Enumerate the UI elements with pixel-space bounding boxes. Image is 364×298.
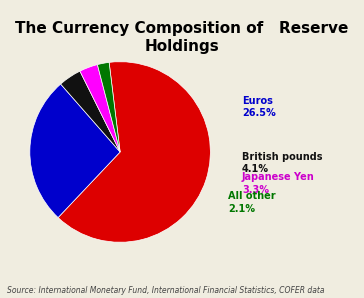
Wedge shape — [30, 84, 120, 218]
Wedge shape — [61, 71, 120, 152]
Text: Euros
26.5%: Euros 26.5% — [242, 96, 276, 118]
Text: Japanese Yen
3.3%: Japanese Yen 3.3% — [242, 172, 315, 195]
Text: All other
2.1%: All other 2.1% — [229, 191, 276, 214]
Text: The Currency Composition of   Reserve
Holdings: The Currency Composition of Reserve Hold… — [15, 21, 349, 55]
Wedge shape — [58, 62, 210, 242]
Text: British pounds
4.1%: British pounds 4.1% — [242, 152, 323, 174]
Text: Source: International Monetary Fund, International Financial Statistics, COFER d: Source: International Monetary Fund, Int… — [7, 286, 325, 295]
Wedge shape — [80, 65, 120, 152]
Wedge shape — [98, 62, 120, 152]
